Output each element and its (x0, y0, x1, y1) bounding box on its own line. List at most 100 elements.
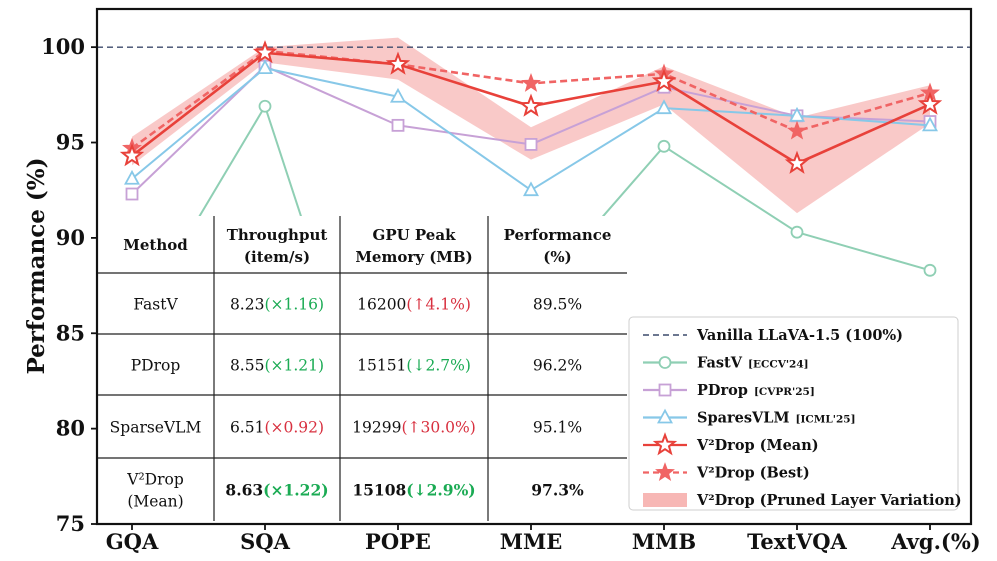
table-method-line: V²Drop (126, 471, 184, 489)
table-header-line: GPU Peak (373, 226, 457, 244)
legend-series-venue: [ICML'25] (796, 414, 856, 426)
pdrop-point (524, 138, 538, 151)
memory-delta: (↑30.0%) (401, 419, 475, 437)
v2_best-point (521, 72, 541, 92)
table-performance: 89.5% (533, 296, 582, 314)
table-performance: 95.1% (533, 419, 582, 437)
pdrop-point (125, 187, 139, 201)
table-memory: 19299(↑30.0%) (352, 419, 476, 437)
throughput-delta: (×0.92) (264, 419, 324, 437)
y-tick-label: 75 (56, 511, 85, 536)
legend-item-pdrop: PDrop [CVPR'25] (643, 382, 815, 399)
x-tick-label: Avg.(%) (890, 529, 980, 554)
series-v2_mean (119, 40, 943, 174)
table-throughput: 8.23(×1.16) (230, 296, 324, 314)
legend-swatch (643, 493, 687, 507)
table-background (97, 216, 627, 521)
table-header-1: Throughput (item/s) (227, 226, 328, 266)
legend-item-fastv: FastV [ECCV'24] (643, 355, 809, 372)
y-tick-label: 80 (56, 416, 85, 441)
legend-item-band: V²Drop (Pruned Layer Variation) (643, 492, 962, 509)
memory-value: 16200 (357, 296, 406, 314)
fastv-point (657, 139, 671, 153)
comparison-table: Method Throughput (item/s) GPU Peak Memory (… (97, 216, 627, 521)
x-tick-label: MMB (632, 529, 696, 554)
throughput-value: 8.23 (230, 296, 265, 314)
table-performance: 96.2% (533, 357, 582, 375)
legend-label: V²Drop (Pruned Layer Variation) (696, 492, 962, 509)
axes: 75 80 85 90 95 100 GQA SQA POPE MME MMB TextVQA Avg.… (23, 7, 981, 554)
sparsevlm-point (655, 99, 673, 115)
sparsevlm-point (921, 116, 939, 132)
y-tick-label: 90 (56, 225, 85, 250)
legend-label: FastV [ECCV'24] (697, 355, 809, 372)
legend-label: V²Drop (Mean) (696, 437, 819, 454)
legend-series-venue: [CVPR'25] (754, 386, 815, 398)
v2_mean-point (119, 143, 145, 167)
table-throughput: 8.63(×1.22) (225, 481, 328, 500)
legend-marker (655, 462, 675, 481)
sparsevlm-point (256, 59, 274, 75)
y-tick-label: 100 (41, 34, 85, 59)
legend: Vanilla LLaVA-1.5 (100%) FastV [ECCV'24] PD… (628, 316, 962, 511)
legend-marker (656, 408, 674, 424)
table-performance: 97.3% (531, 481, 584, 500)
legend-item-baseline: Vanilla LLaVA-1.5 (100%) (643, 327, 903, 344)
fastv-point (790, 225, 804, 239)
table-memory: 15108(↓2.9%) (352, 481, 475, 500)
fastv-point (923, 263, 937, 277)
band-layer (132, 37, 930, 214)
v2_mean-point (518, 93, 544, 117)
throughput-value: 8.55 (230, 357, 265, 375)
v2_mean-point (385, 51, 411, 75)
sparsevlm-point (123, 169, 141, 185)
table-header-3: Performance (%) (504, 226, 612, 266)
legend-label: Vanilla LLaVA-1.5 (100%) (696, 327, 903, 344)
legend-label: SparesVLM [ICML'25] (697, 410, 856, 427)
table-memory: 16200(↑4.1%) (357, 296, 471, 314)
table-header-line: (%) (543, 248, 571, 266)
x-tick-label: GQA (106, 529, 159, 554)
table-header-line: Memory (MB) (355, 248, 472, 266)
legend-series-name: V²Drop (Mean) (696, 437, 819, 454)
throughput-delta: (×1.22) (263, 481, 328, 500)
table-header-line: Performance (504, 226, 612, 244)
legend-series-name: FastV (697, 355, 743, 372)
table-throughput: 8.55(×1.21) (230, 357, 324, 375)
series-sparsevlm (123, 59, 939, 197)
legend-item-v2_best: V²Drop (Best) (643, 462, 810, 482)
y-tick-label: 95 (56, 130, 85, 155)
table-header-line: (item/s) (244, 248, 310, 266)
table-method: SparseVLM (110, 419, 202, 437)
memory-delta: (↓2.7%) (406, 357, 470, 375)
pdrop-point (391, 118, 405, 132)
y-axis-title: Performance (%) (23, 157, 50, 374)
memory-value: 15151 (357, 357, 406, 375)
v2_mean-point (917, 91, 943, 115)
legend-box (628, 316, 959, 511)
throughput-delta: (×1.21) (264, 357, 324, 375)
v2_best-point (787, 120, 807, 140)
legend-series-name: SparesVLM (697, 410, 790, 427)
throughput-value: 6.51 (230, 419, 265, 437)
pruned-layer-variation-band (132, 37, 930, 214)
table-method-line: (Mean) (127, 493, 183, 511)
x-tick-label: TextVQA (747, 529, 847, 554)
memory-value: 19299 (352, 419, 401, 437)
legend-marker (652, 432, 678, 456)
table-method: FastV (133, 296, 178, 314)
legend-marker (658, 356, 672, 369)
memory-delta: (↓2.9%) (406, 481, 475, 500)
table-header-0: Method (123, 236, 188, 254)
legend-series-name: V²Drop (Best) (696, 465, 810, 482)
table-throughput: 6.51(×0.92) (230, 419, 324, 437)
v2_mean-point (784, 150, 810, 174)
table-header-line: Throughput (227, 226, 328, 244)
table-method: V²Drop (Mean) (126, 471, 184, 511)
y-tick-label: 85 (56, 320, 85, 345)
legend-label: PDrop [CVPR'25] (697, 382, 815, 399)
x-tick-label: POPE (365, 529, 431, 554)
legend-item-v2_mean: V²Drop (Mean) (643, 432, 819, 456)
table-method: PDrop (131, 357, 181, 375)
